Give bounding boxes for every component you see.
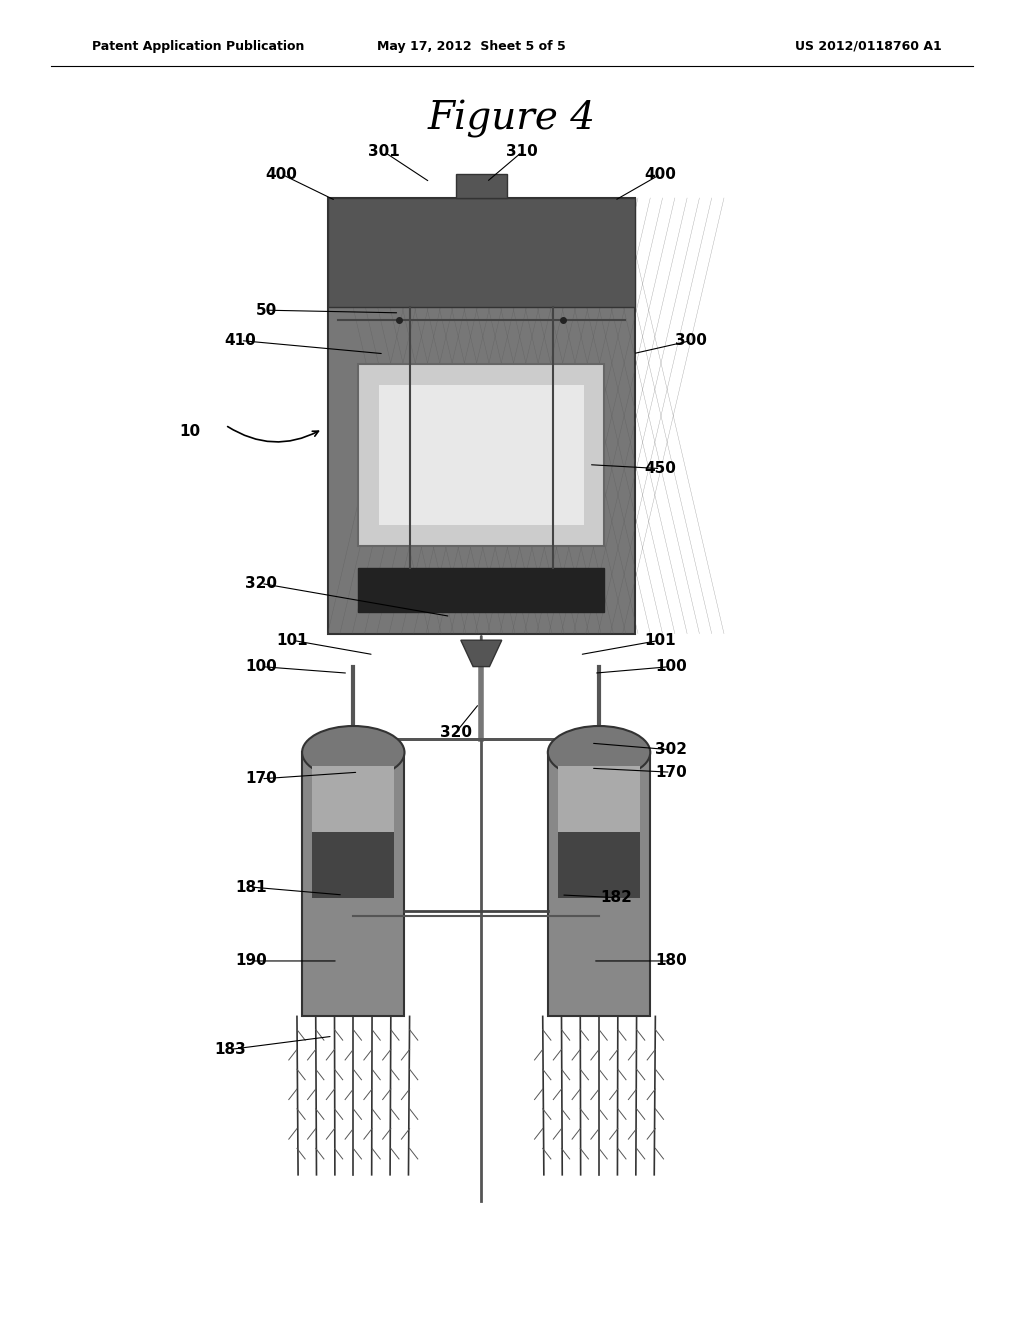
- Text: 101: 101: [645, 632, 676, 648]
- Text: 302: 302: [654, 742, 687, 758]
- Bar: [558, 766, 640, 832]
- Text: 400: 400: [265, 166, 298, 182]
- Text: US 2012/0118760 A1: US 2012/0118760 A1: [796, 40, 942, 53]
- Text: May 17, 2012  Sheet 5 of 5: May 17, 2012 Sheet 5 of 5: [377, 40, 565, 53]
- Text: 100: 100: [654, 659, 687, 675]
- Bar: [379, 385, 584, 524]
- Text: 190: 190: [234, 953, 267, 969]
- Bar: [302, 752, 404, 1016]
- Text: 50: 50: [256, 302, 276, 318]
- Text: 170: 170: [654, 764, 687, 780]
- Text: 320: 320: [439, 725, 472, 741]
- Text: 310: 310: [506, 144, 539, 160]
- Bar: [558, 832, 640, 898]
- Text: 300: 300: [675, 333, 708, 348]
- Ellipse shape: [548, 726, 650, 779]
- Text: 183: 183: [214, 1041, 247, 1057]
- Text: 400: 400: [644, 166, 677, 182]
- Bar: [328, 198, 635, 306]
- Bar: [358, 568, 604, 612]
- Text: 182: 182: [600, 890, 633, 906]
- Text: 410: 410: [224, 333, 257, 348]
- Bar: [312, 766, 394, 832]
- Bar: [358, 363, 604, 546]
- Text: Figure 4: Figure 4: [428, 100, 596, 137]
- Text: 320: 320: [245, 576, 278, 591]
- Bar: [328, 198, 635, 634]
- Text: Patent Application Publication: Patent Application Publication: [92, 40, 304, 53]
- Bar: [312, 832, 394, 898]
- Text: 450: 450: [644, 461, 677, 477]
- Text: 180: 180: [654, 953, 687, 969]
- Polygon shape: [461, 640, 502, 667]
- Text: 170: 170: [245, 771, 278, 787]
- Text: 10: 10: [179, 424, 200, 440]
- Text: 101: 101: [276, 632, 307, 648]
- Text: 181: 181: [236, 879, 266, 895]
- Ellipse shape: [302, 726, 404, 779]
- Text: 100: 100: [245, 659, 278, 675]
- Bar: [456, 174, 507, 198]
- Bar: [548, 752, 650, 1016]
- Text: 301: 301: [368, 144, 400, 160]
